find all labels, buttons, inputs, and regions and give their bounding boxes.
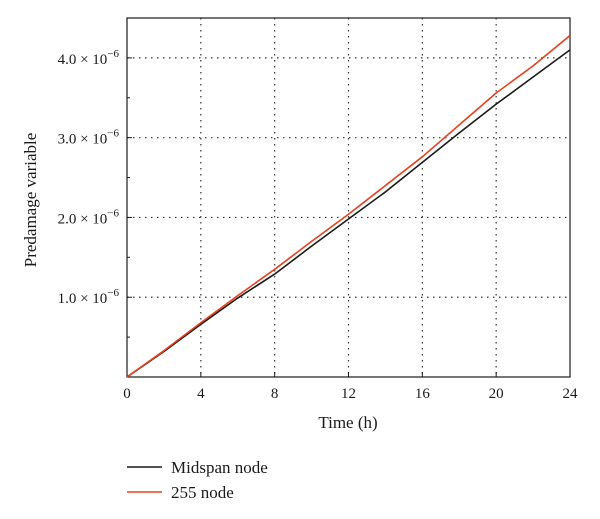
grid xyxy=(127,18,570,377)
series-lines xyxy=(126,34,571,378)
x-tick-label: 24 xyxy=(563,386,579,402)
x-tick-label: 20 xyxy=(489,386,504,402)
legend-label: 255 node xyxy=(171,483,234,502)
x-tick-label: 0 xyxy=(123,386,131,402)
x-tick-label: 12 xyxy=(341,386,356,402)
y-tick-label: 1.0 × 10−6 xyxy=(58,287,120,307)
plot-frame xyxy=(126,17,571,378)
legend-label: Midspan node xyxy=(171,458,268,477)
x-tick-label: 4 xyxy=(197,386,205,402)
x-tick-label: 8 xyxy=(271,386,279,402)
y-tick-label: 2.0 × 10−6 xyxy=(58,207,120,227)
x-axis-title: Time (h) xyxy=(318,413,377,432)
y-tick-labels: 1.0 × 10−6 2.0 × 10−6 3.0 × 10−6 4.0 × 10−6 xyxy=(58,48,120,307)
y-tick-label: 4.0 × 10−6 xyxy=(58,48,120,68)
x-tick-label: 16 xyxy=(415,386,431,402)
y-axis-title: Predamage variable xyxy=(21,133,40,268)
y-tick-label: 3.0 × 10−6 xyxy=(58,128,120,148)
axis-ticks xyxy=(127,57,497,377)
legend: Midspan node 255 node xyxy=(127,458,268,502)
series-line-255-node xyxy=(126,34,571,378)
x-tick-labels: 0 4 8 12 16 20 24 xyxy=(123,386,578,402)
series-line-midspan-node xyxy=(126,49,571,378)
